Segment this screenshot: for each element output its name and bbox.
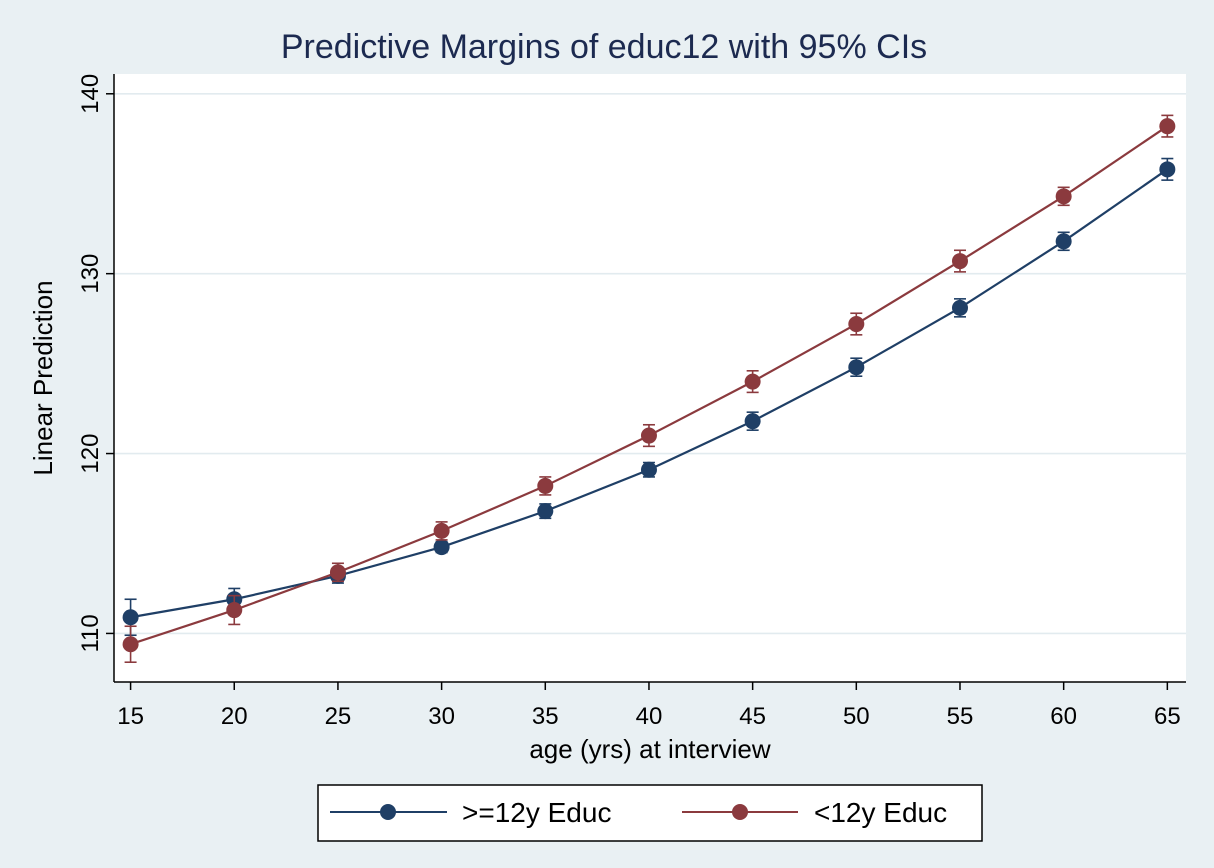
data-point (1159, 118, 1176, 135)
x-tick-label: 45 (739, 703, 766, 730)
x-tick-label: 15 (117, 703, 144, 730)
data-point (951, 299, 968, 316)
data-point (848, 359, 865, 376)
data-point (640, 461, 657, 478)
x-tick-label: 55 (947, 703, 974, 730)
x-tick-label: 50 (843, 703, 870, 730)
x-axis-ticks: 15 20 25 30 35 40 45 50 55 60 65 (117, 682, 1181, 730)
series-layer (122, 114, 1176, 664)
x-tick-label: 30 (428, 703, 455, 730)
y-tick-label: 140 (77, 74, 104, 114)
data-point (1055, 233, 1072, 250)
data-point (1159, 161, 1176, 178)
x-tick-label: 65 (1154, 703, 1181, 730)
y-axis-label: Linear Prediction (28, 280, 58, 475)
x-axis-label: age (yrs) at interview (529, 734, 771, 764)
data-point (433, 522, 450, 539)
data-point (537, 477, 554, 494)
data-point (848, 316, 865, 333)
data-point (744, 373, 761, 390)
data-point (951, 253, 968, 270)
legend-marker-0 (380, 804, 396, 820)
gridlines (114, 92, 1186, 635)
data-point (1055, 188, 1072, 205)
y-tick-label: 110 (77, 614, 104, 652)
chart-title: Predictive Margins of educ12 with 95% CI… (281, 28, 927, 66)
data-point (122, 609, 139, 626)
series-1 (122, 114, 1176, 664)
legend-label-0: >=12y Educ (462, 797, 611, 828)
x-tick-label: 60 (1050, 703, 1077, 730)
legend-label-1: <12y Educ (814, 797, 947, 828)
data-point (226, 602, 243, 619)
data-point (433, 539, 450, 556)
y-axis-ticks: 110 120 130 140 (77, 74, 114, 653)
data-point (122, 636, 139, 653)
data-point (537, 503, 554, 520)
legend-marker-1 (732, 804, 748, 820)
x-tick-label: 35 (532, 703, 559, 730)
y-tick-label: 120 (77, 434, 104, 474)
data-point (640, 427, 657, 444)
data-point (744, 413, 761, 430)
x-tick-label: 25 (325, 703, 352, 730)
legend: >=12y Educ <12y Educ (317, 784, 983, 842)
x-tick-label: 40 (636, 703, 663, 730)
x-tick-label: 20 (221, 703, 248, 730)
y-tick-label: 130 (77, 254, 104, 294)
plot-area (114, 74, 1186, 682)
data-point (329, 564, 346, 581)
